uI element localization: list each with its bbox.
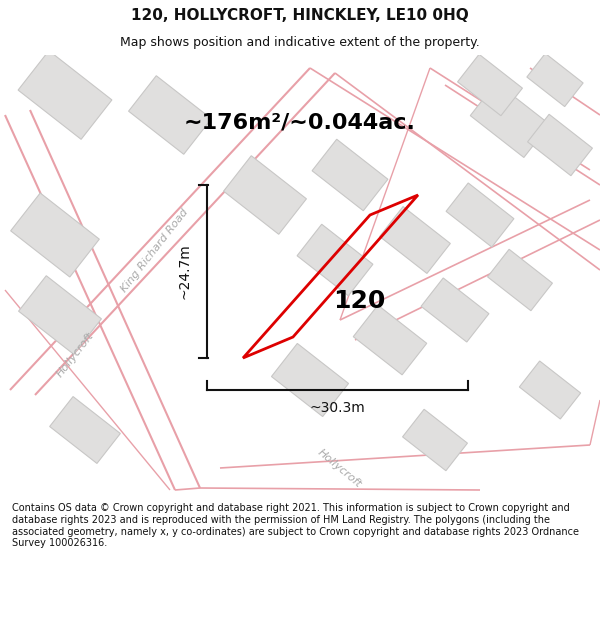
Polygon shape	[488, 249, 553, 311]
Text: ~30.3m: ~30.3m	[310, 401, 365, 415]
Text: ~176m²/~0.044ac.: ~176m²/~0.044ac.	[184, 112, 416, 132]
Polygon shape	[527, 114, 592, 176]
Polygon shape	[458, 54, 523, 116]
Polygon shape	[421, 278, 489, 342]
Polygon shape	[312, 139, 388, 211]
Polygon shape	[50, 396, 121, 464]
Text: Hollycroft: Hollycroft	[55, 331, 95, 379]
Polygon shape	[19, 276, 101, 354]
Polygon shape	[18, 51, 112, 139]
Polygon shape	[297, 224, 373, 296]
Text: 120: 120	[333, 289, 385, 313]
Polygon shape	[353, 305, 427, 375]
Polygon shape	[403, 409, 467, 471]
Polygon shape	[224, 156, 307, 234]
Polygon shape	[470, 82, 550, 158]
Polygon shape	[11, 193, 100, 277]
Text: 120, HOLLYCROFT, HINCKLEY, LE10 0HQ: 120, HOLLYCROFT, HINCKLEY, LE10 0HQ	[131, 8, 469, 23]
Polygon shape	[271, 344, 349, 416]
Text: King Richard Road: King Richard Road	[119, 206, 191, 294]
Polygon shape	[520, 361, 581, 419]
Polygon shape	[446, 183, 514, 247]
Text: Map shows position and indicative extent of the property.: Map shows position and indicative extent…	[120, 36, 480, 49]
Text: Contains OS data © Crown copyright and database right 2021. This information is : Contains OS data © Crown copyright and d…	[12, 503, 579, 548]
Polygon shape	[527, 53, 583, 107]
Polygon shape	[128, 76, 211, 154]
Text: Hollycroft: Hollycroft	[316, 447, 364, 489]
Polygon shape	[380, 206, 451, 274]
Text: ~24.7m: ~24.7m	[178, 244, 192, 299]
